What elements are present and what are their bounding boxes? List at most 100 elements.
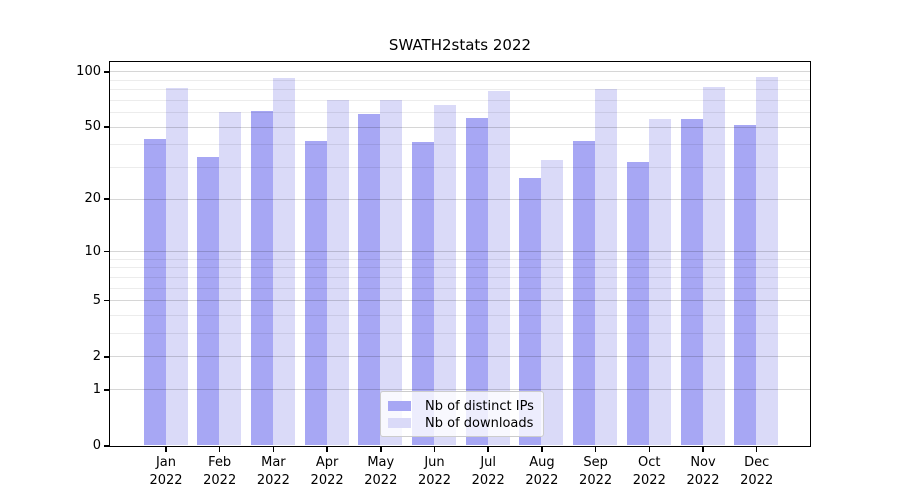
y-tick-1 — [103, 389, 110, 391]
x-tick-jun — [433, 446, 436, 452]
legend-item-downloads: Nb of downloads — [388, 415, 536, 431]
x-tick-month: Oct — [638, 455, 661, 470]
legend-label-distinct-ips: Nb of distinct IPs — [425, 398, 534, 414]
bar-downloads-apr — [326, 99, 349, 446]
x-tick-month: Feb — [208, 455, 232, 470]
x-tick-month: Apr — [315, 455, 339, 470]
x-tick-month: Nov — [690, 455, 716, 470]
bar-downloads-oct — [648, 119, 671, 446]
y-tick-5 — [103, 299, 110, 302]
bar-distinct-ips-aug — [519, 178, 542, 446]
x-tick-year: 2022 — [579, 473, 613, 488]
bar-distinct-ips-apr — [304, 140, 327, 446]
bar-downloads-jan — [165, 88, 188, 446]
bar-distinct-ips-jun — [412, 142, 434, 446]
x-tick-month: Jul — [480, 455, 497, 470]
bar-distinct-ips-sep — [573, 140, 596, 446]
y-tick-20 — [103, 198, 110, 200]
legend-item-distinct-ips: Nb of distinct IPs — [388, 398, 536, 414]
x-tick-label-aug: Aug 2022 — [512, 454, 572, 490]
x-tick-feb — [218, 446, 221, 452]
bar-downloads-sep — [595, 89, 618, 446]
x-tick-year: 2022 — [203, 473, 237, 488]
y-tick-label-100: 100 — [76, 63, 101, 79]
bar-distinct-ips-oct — [626, 162, 649, 446]
y-tick-label-0: 0 — [92, 438, 101, 453]
x-tick-label-jan: Jan 2022 — [136, 454, 196, 490]
bar-downloads-jul — [487, 91, 510, 446]
gridline-minor-90 — [109, 79, 810, 81]
y-tick-label-50: 50 — [84, 119, 101, 135]
x-tick-label-apr: Apr 2022 — [297, 454, 357, 490]
plot-area — [108, 60, 811, 447]
x-tick-month: May — [367, 455, 395, 470]
y-tick-label-2: 2 — [92, 348, 101, 364]
x-tick-label-jul: Jul 2022 — [458, 454, 518, 490]
bar-distinct-ips-may — [358, 113, 381, 446]
bar-downloads-may — [380, 99, 403, 446]
x-tick-month: Jun — [424, 455, 445, 470]
x-tick-sep — [594, 446, 597, 452]
y-tick-0 — [103, 445, 110, 447]
y-tick-label-1: 1 — [92, 381, 101, 397]
bar-distinct-ips-feb — [197, 157, 220, 446]
bar-downloads-jun — [434, 104, 456, 446]
x-tick-label-nov: Nov 2022 — [673, 454, 733, 490]
x-tick-month: Aug — [529, 455, 555, 470]
x-tick-year: 2022 — [364, 473, 398, 488]
chart-title: SWATH2stats 2022 — [388, 36, 532, 54]
bar-distinct-ips-nov — [680, 119, 703, 446]
x-tick-month: Jan — [155, 455, 177, 470]
x-tick-year: 2022 — [740, 473, 774, 488]
x-tick-label-dec: Dec 2022 — [727, 454, 787, 490]
legend-swatch-distinct-ips — [388, 401, 411, 411]
bar-distinct-ips-jan — [143, 138, 166, 446]
x-tick-year: 2022 — [686, 473, 720, 488]
bar-downloads-nov — [702, 87, 725, 446]
x-tick-jan — [165, 446, 167, 452]
x-tick-label-oct: Oct 2022 — [619, 454, 679, 490]
x-tick-mar — [272, 446, 275, 452]
legend: Nb of distinct IPs Nb of downloads — [380, 391, 544, 437]
x-tick-month: Sep — [583, 455, 608, 470]
x-tick-jul — [487, 446, 489, 452]
x-tick-year: 2022 — [632, 473, 666, 488]
x-tick-year: 2022 — [417, 473, 452, 488]
bar-downloads-mar — [272, 78, 295, 446]
legend-swatch-downloads — [388, 418, 411, 428]
bar-downloads-feb — [219, 112, 242, 446]
x-tick-year: 2022 — [149, 473, 183, 488]
x-tick-may — [380, 446, 382, 452]
y-tick-label-20: 20 — [84, 191, 101, 207]
x-tick-label-feb: Feb 2022 — [190, 454, 250, 490]
x-tick-label-jun: Jun 2022 — [405, 454, 465, 490]
gridline-major-100 — [109, 71, 810, 73]
x-tick-oct — [648, 446, 651, 452]
legend-label-downloads: Nb of downloads — [425, 415, 534, 431]
bar-distinct-ips-dec — [734, 125, 757, 446]
bar-distinct-ips-mar — [250, 110, 273, 446]
bar-distinct-ips-jul — [465, 117, 488, 446]
y-tick-50 — [103, 126, 110, 128]
x-tick-label-may: May 2022 — [351, 454, 411, 490]
x-tick-year: 2022 — [310, 473, 344, 488]
y-tick-100 — [103, 71, 110, 73]
x-tick-month: Mar — [261, 455, 286, 470]
x-tick-apr — [326, 446, 328, 452]
x-tick-year: 2022 — [256, 473, 290, 488]
x-tick-label-mar: Mar 2022 — [243, 454, 303, 490]
x-tick-label-sep: Sep 2022 — [566, 454, 626, 490]
x-tick-year: 2022 — [525, 473, 559, 488]
bar-downloads-dec — [756, 77, 779, 446]
y-tick-label-10: 10 — [84, 243, 101, 259]
x-tick-aug — [541, 446, 543, 452]
x-tick-year: 2022 — [471, 473, 505, 488]
x-tick-dec — [755, 446, 758, 452]
y-tick-2 — [103, 356, 110, 358]
x-tick-month: Dec — [744, 455, 770, 470]
y-tick-10 — [103, 250, 110, 253]
x-tick-nov — [702, 446, 704, 452]
y-tick-label-5: 5 — [92, 292, 101, 308]
bar-downloads-aug — [541, 159, 564, 446]
